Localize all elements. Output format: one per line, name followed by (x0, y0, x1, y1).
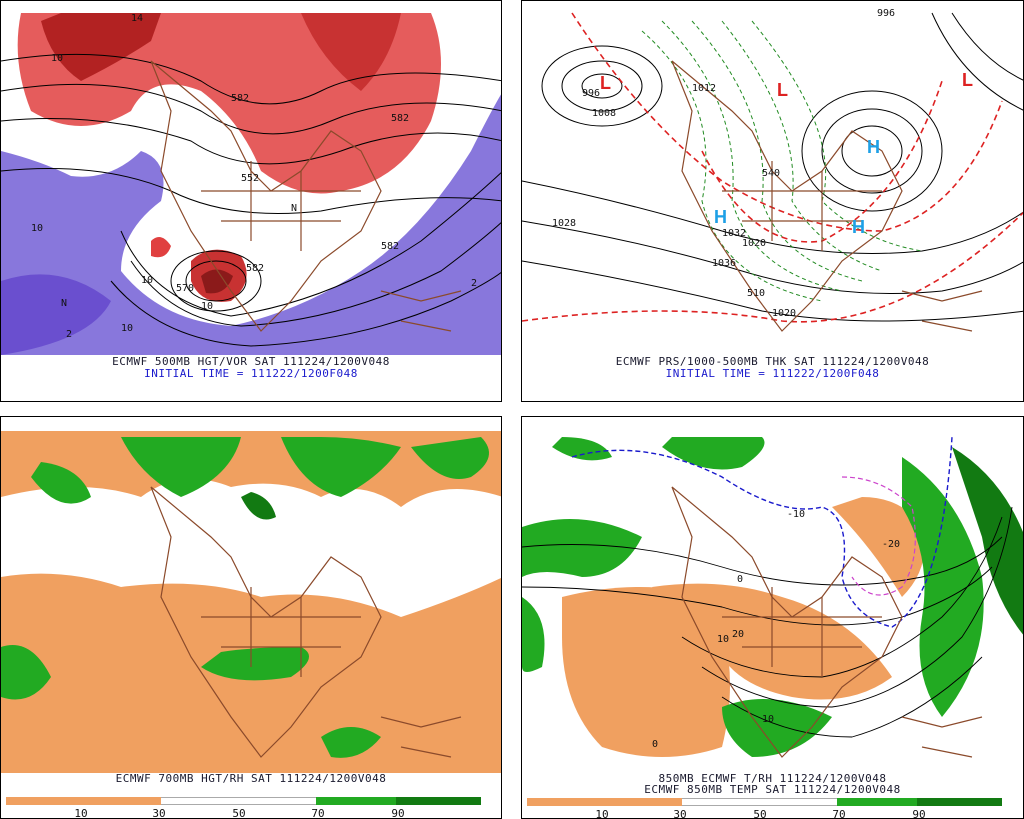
panel4-caption-second: ECMWF 850MB TEMP SAT 111224/1200V048 (644, 783, 901, 796)
contour-label: 540 (762, 168, 780, 179)
cbar4-tick: 50 (753, 808, 767, 819)
contour-label: N (291, 203, 297, 214)
contour-label: 1032 (722, 228, 746, 239)
cbar3-tick: 10 (74, 807, 88, 819)
svg-text:H: H (867, 137, 880, 157)
svg-text:H: H (714, 207, 727, 227)
contour-label: 582 (231, 93, 249, 104)
panel-700mb-rh: ECMWF 700MB HGT/RH SAT 111224/1200V048 1… (0, 416, 502, 819)
panel1-caption-init: INITIAL TIME = 111222/1200F048 (144, 367, 358, 380)
contour-label: 996 (877, 8, 895, 19)
contour-label: 0 (737, 574, 743, 585)
contour-label: 510 (747, 288, 765, 299)
contour-label: 570 (176, 283, 194, 294)
panel-850mb-temp-rh: -10 0 10 20 10 0 -20 850MB ECMWF T/RH 111224/1… (521, 416, 1024, 819)
svg-text:H: H (852, 217, 865, 237)
contour-label: 10 (31, 223, 43, 234)
contour-label: 10 (762, 714, 774, 725)
cbar3-tick: 70 (311, 807, 325, 819)
contour-label: 2 (471, 278, 477, 289)
contour-label: 582 (246, 263, 264, 274)
contour-label: -10 (787, 509, 805, 520)
contour-label: 1020 (772, 308, 796, 319)
cbar3-tick: 50 (232, 807, 246, 819)
contour-label: 582 (381, 241, 399, 252)
panel-mslp-thickness: L L L H H H 996 1008 1012 1028 1020 1036 1032 1… (521, 0, 1024, 402)
map-700mb (1, 431, 501, 773)
cbar4-tick: 70 (832, 808, 846, 819)
contour-label: 10 (51, 53, 63, 64)
svg-text:L: L (777, 80, 788, 100)
cbar3-tick: 90 (391, 807, 405, 819)
contour-label: 582 (391, 113, 409, 124)
contour-label: 10 (717, 634, 729, 645)
contour-label: 0 (652, 739, 658, 750)
contour-label: 10 (141, 275, 153, 286)
contour-label: 14 (131, 13, 143, 24)
contour-label: N (61, 298, 67, 309)
contour-label: 1020 (742, 238, 766, 249)
contour-label: -20 (882, 539, 900, 550)
panel3-caption-main: ECMWF 700MB HGT/RH SAT 111224/1200V048 (115, 772, 387, 785)
contour-label: 2 (66, 329, 72, 340)
cbar4-tick: 90 (912, 808, 926, 819)
svg-text:L: L (600, 73, 611, 93)
contour-label: 10 (121, 323, 133, 334)
contour-label: 1008 (592, 108, 616, 119)
panel-500mb-vorticity: 14 10 10 582 N 570 10 2 582 10 N 552 582 582 10 2 ECMWF… (0, 0, 502, 402)
contour-label: 552 (241, 173, 259, 184)
contour-label: 1028 (552, 218, 576, 229)
contour-label: 1012 (692, 83, 716, 94)
panel2-caption-main: ECMWF PRS/1000-500MB THK SAT 111224/1200… (615, 355, 930, 368)
contour-label: 1036 (712, 258, 736, 269)
contour-label: 10 (201, 301, 213, 312)
cbar4-tick: 30 (673, 808, 687, 819)
contour-label: 996 (582, 88, 600, 99)
panel4-caption-main: 850MB ECMWF T/RH 111224/1200V048 (658, 772, 887, 785)
panel1-caption-main: ECMWF 500MB HGT/VOR SAT 111224/1200V048 (112, 355, 390, 368)
cbar3-tick: 30 (152, 807, 166, 819)
map-500mb: 14 10 10 582 N 570 10 2 582 10 N 552 582 582 10 2 (1, 13, 501, 355)
map-mslp: L L L H H H 9961008101210281020103610321… (522, 8, 1023, 355)
svg-text:L: L (962, 70, 973, 90)
panel2-caption-init: INITIAL TIME = 111222/1200F048 (665, 367, 880, 380)
cbar4-tick: 10 (595, 808, 609, 819)
contour-label: 20 (732, 629, 744, 640)
